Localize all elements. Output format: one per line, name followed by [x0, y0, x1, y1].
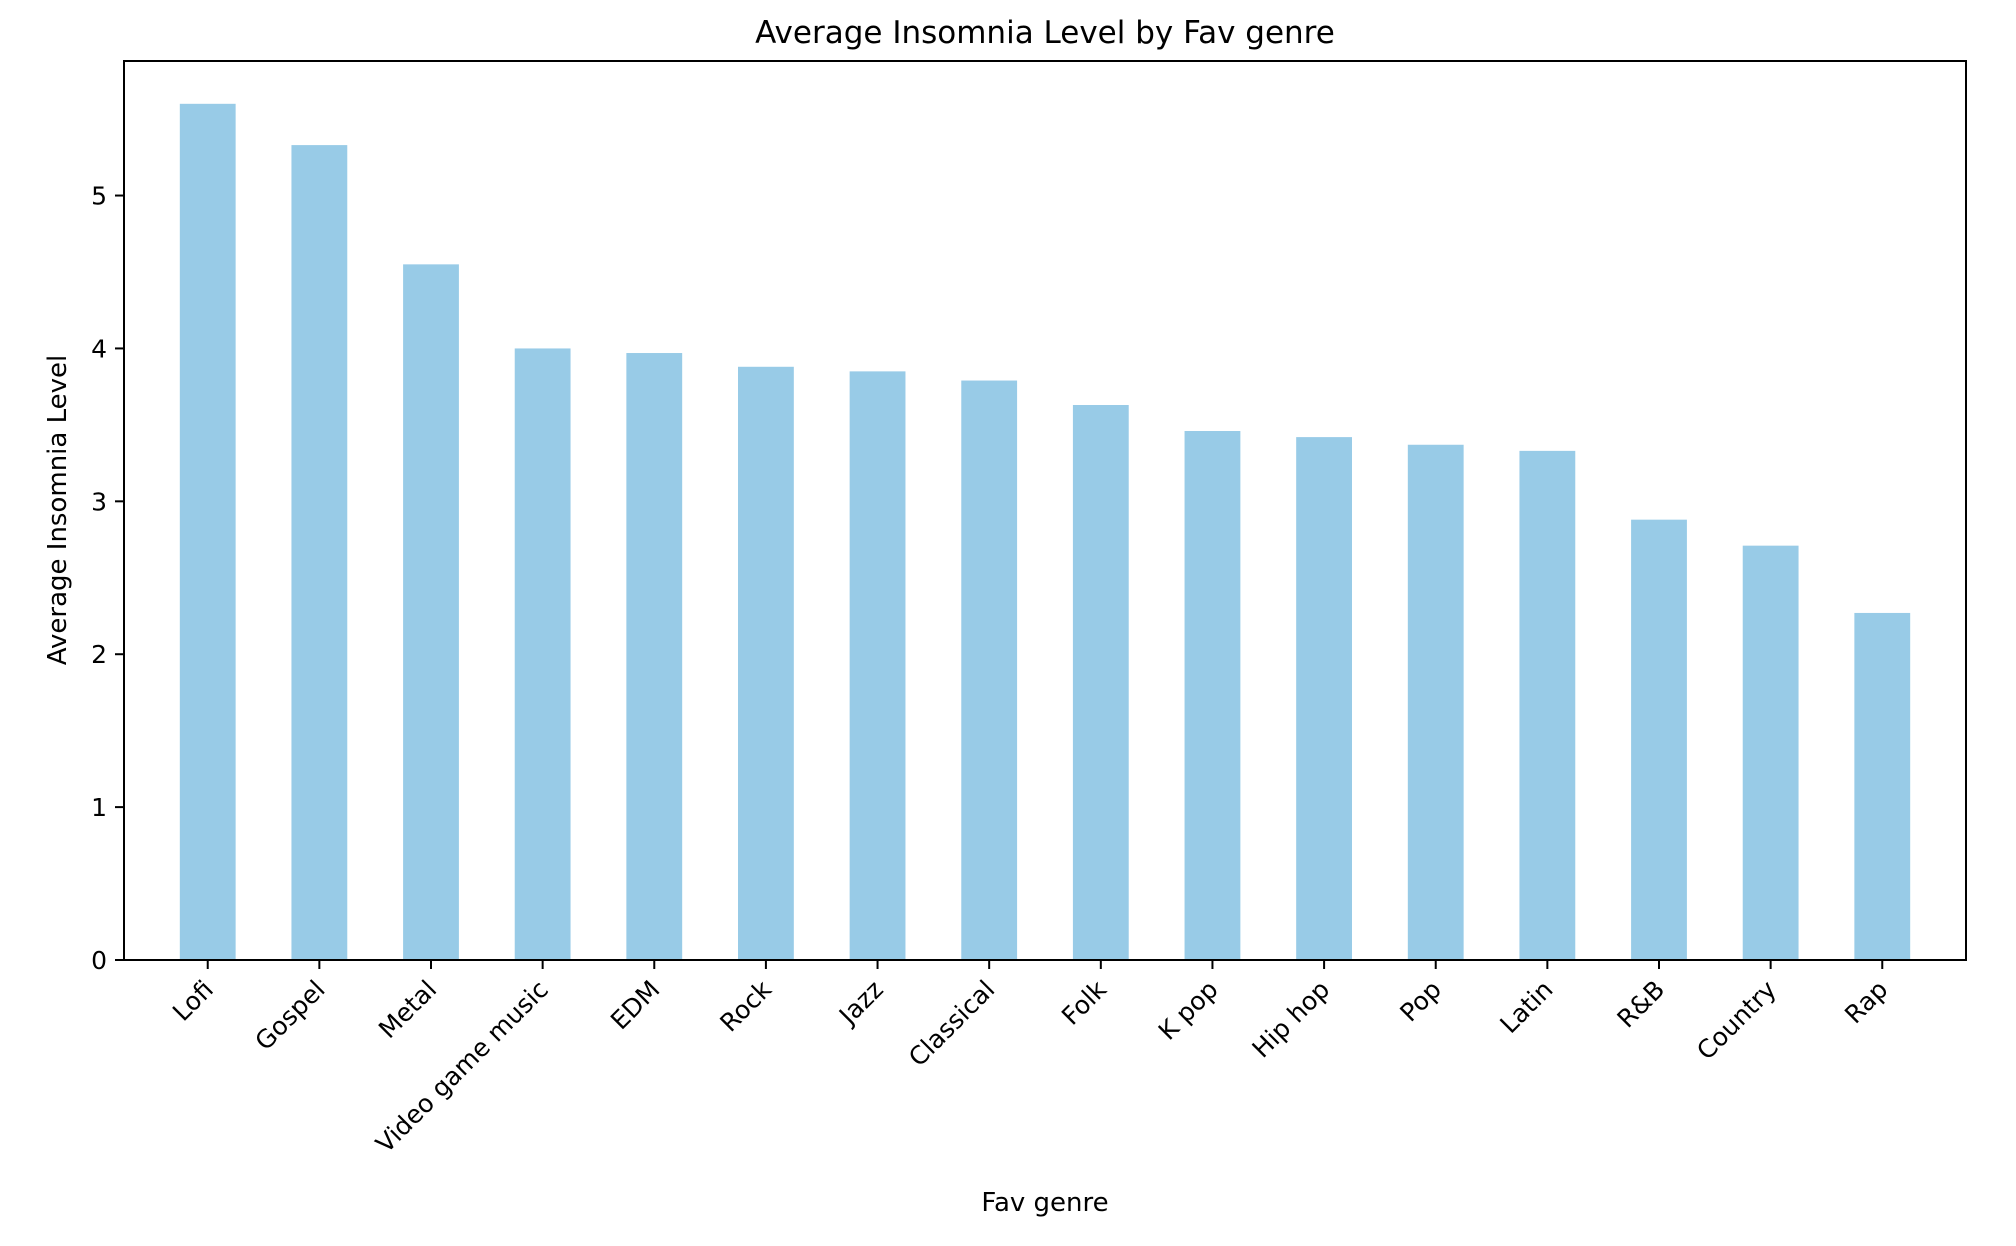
y-axis: 0 1 2 3 4 5 — [91, 182, 124, 975]
bar-4 — [626, 353, 683, 960]
y-tick-label-1: 1 — [91, 793, 107, 822]
y-tick-label-5: 5 — [91, 182, 107, 211]
bar-1 — [291, 145, 348, 961]
bar-14 — [1742, 545, 1799, 960]
x-tick-label-1: Gospel — [249, 975, 330, 1056]
bar-7 — [961, 380, 1018, 960]
x-tick-label-7: Classical — [903, 975, 1000, 1072]
bar-8 — [1072, 405, 1129, 960]
x-tick-label-4: EDM — [605, 975, 666, 1036]
x-tick-label-14: Country — [1691, 975, 1782, 1066]
x-tick-label-0: Lofi — [167, 975, 219, 1027]
bar-13 — [1631, 519, 1687, 960]
chart-title: Average Insomnia Level by Fav genre — [755, 15, 1335, 51]
x-tick-label-15: Rap — [1839, 975, 1893, 1029]
x-tick-label-2: Metal — [373, 975, 442, 1044]
x-tick-label-9: K pop — [1153, 975, 1224, 1046]
x-tick-label-8: Folk — [1056, 974, 1112, 1030]
x-tick-label-13: R&B — [1612, 975, 1671, 1034]
x-axis-title: Fav genre — [981, 1188, 1108, 1218]
bar-0 — [179, 103, 236, 960]
y-tick-label-3: 3 — [91, 487, 107, 516]
bar-10 — [1296, 437, 1352, 960]
bar-15 — [1854, 612, 1911, 960]
bar-5 — [738, 366, 794, 960]
bars-group — [179, 103, 1911, 961]
y-axis-title: Average Insomnia Level — [43, 355, 73, 666]
bar-6 — [849, 371, 906, 960]
y-tick-label-4: 4 — [91, 334, 107, 363]
x-tick-label-10: Hip hop — [1247, 975, 1336, 1064]
y-tick-label-0: 0 — [91, 946, 107, 975]
bar-9 — [1184, 431, 1241, 960]
x-tick-label-5: Rock — [714, 974, 777, 1037]
x-tick-label-11: Pop — [1394, 975, 1447, 1028]
bar-11 — [1407, 444, 1464, 960]
bar-12 — [1519, 450, 1576, 960]
bar-2 — [403, 264, 459, 961]
x-tick-label-6: Jazz — [832, 975, 889, 1032]
x-tick-label-12: Latin — [1494, 975, 1558, 1039]
y-tick-label-2: 2 — [91, 640, 107, 669]
bar-3 — [514, 348, 571, 960]
plot-frame — [123, 60, 1967, 961]
